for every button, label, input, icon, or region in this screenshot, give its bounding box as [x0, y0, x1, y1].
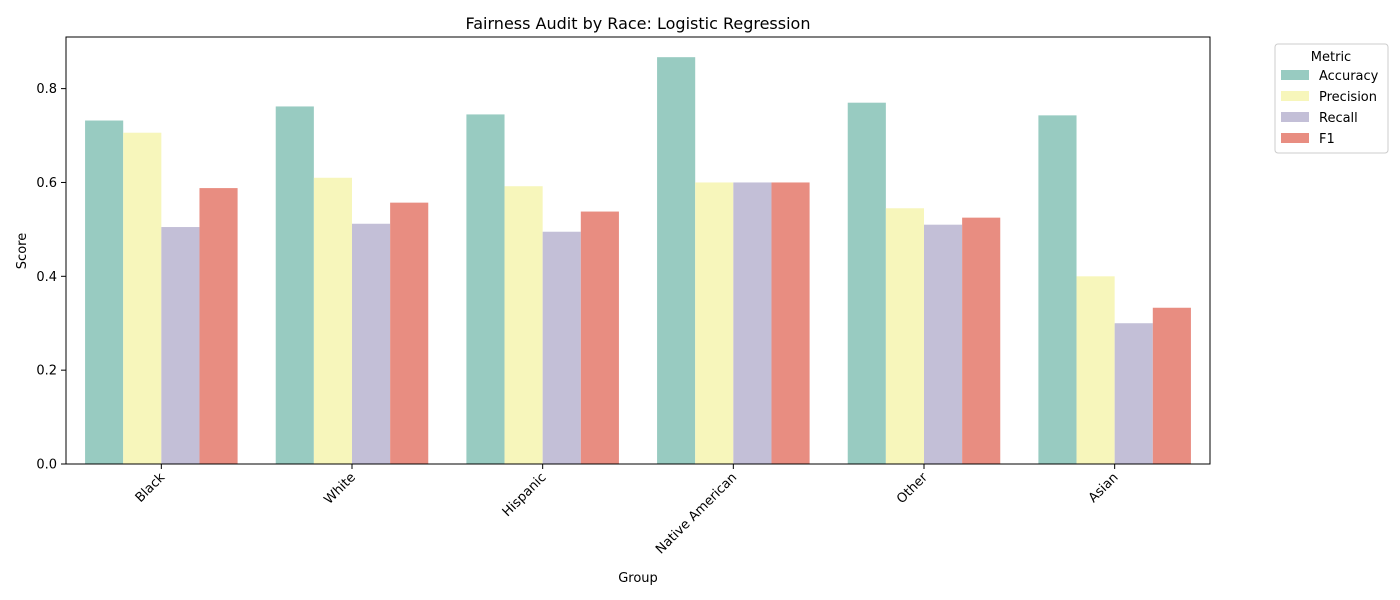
legend-label-accuracy: Accuracy: [1319, 69, 1379, 84]
y-tick-label: 0.6: [36, 176, 57, 191]
legend-swatch-precision: [1281, 91, 1309, 101]
bar-recall-hispanic: [542, 231, 581, 464]
bar-precision-asian: [1076, 276, 1115, 464]
x-tick-label-other: Other: [894, 470, 931, 507]
legend-swatch-recall: [1281, 112, 1309, 122]
x-tick-label-native-american: Native American: [653, 470, 740, 557]
bar-precision-other: [885, 208, 924, 464]
legend: Metric Accuracy Precision Recall F1: [1274, 43, 1389, 154]
bar-accuracy-hispanic: [466, 114, 505, 465]
x-tick-label-asian: Asian: [1086, 470, 1122, 506]
bar-precision-hispanic: [504, 186, 543, 464]
bar-f1-white: [390, 202, 429, 464]
bar-recall-native-american: [733, 182, 772, 464]
bar-f1-other: [962, 217, 1001, 464]
y-axis: 0.0 0.2 0.4 0.6 0.8: [36, 82, 66, 473]
y-axis-label: Score: [15, 233, 30, 269]
bar-f1-native-american: [771, 182, 810, 464]
bar-accuracy-native-american: [657, 57, 696, 465]
bar-accuracy-other: [847, 102, 886, 464]
bar-recall-other: [924, 224, 963, 464]
legend-label-f1: F1: [1319, 132, 1335, 147]
y-tick-label: 0.2: [36, 364, 57, 379]
bar-recall-white: [352, 223, 391, 464]
bar-precision-black: [123, 132, 162, 464]
y-tick-label: 0.4: [36, 270, 57, 285]
plot-frame: [65, 36, 1211, 465]
bar-f1-asian: [1152, 307, 1191, 464]
bar-f1-black: [199, 188, 238, 464]
x-tick-label-hispanic: Hispanic: [500, 470, 550, 520]
legend-label-precision: Precision: [1319, 90, 1377, 105]
y-tick-label: 0.0: [36, 458, 57, 473]
bar-accuracy-black: [85, 120, 124, 465]
legend-swatch-accuracy: [1281, 70, 1309, 80]
bar-recall-black: [161, 227, 200, 464]
bar-precision-white: [313, 177, 352, 464]
x-axis-label: Group: [618, 571, 658, 586]
x-tick-label-white: White: [321, 470, 358, 507]
bar-precision-native-american: [695, 182, 734, 464]
legend-swatch-f1: [1281, 133, 1309, 143]
bar-recall-asian: [1114, 323, 1153, 464]
legend-title: Metric: [1311, 50, 1351, 65]
chart-title: Fairness Audit by Race: Logistic Regress…: [466, 14, 811, 33]
legend-label-recall: Recall: [1319, 111, 1358, 126]
y-tick-label: 0.8: [36, 82, 57, 97]
bar-accuracy-asian: [1038, 115, 1077, 465]
bars-group: [85, 57, 1191, 465]
x-tick-label-black: Black: [133, 470, 169, 506]
bar-f1-hispanic: [580, 211, 619, 464]
bar-accuracy-white: [275, 106, 314, 464]
x-axis: Black White Hispanic Native American Other As…: [133, 464, 1122, 557]
